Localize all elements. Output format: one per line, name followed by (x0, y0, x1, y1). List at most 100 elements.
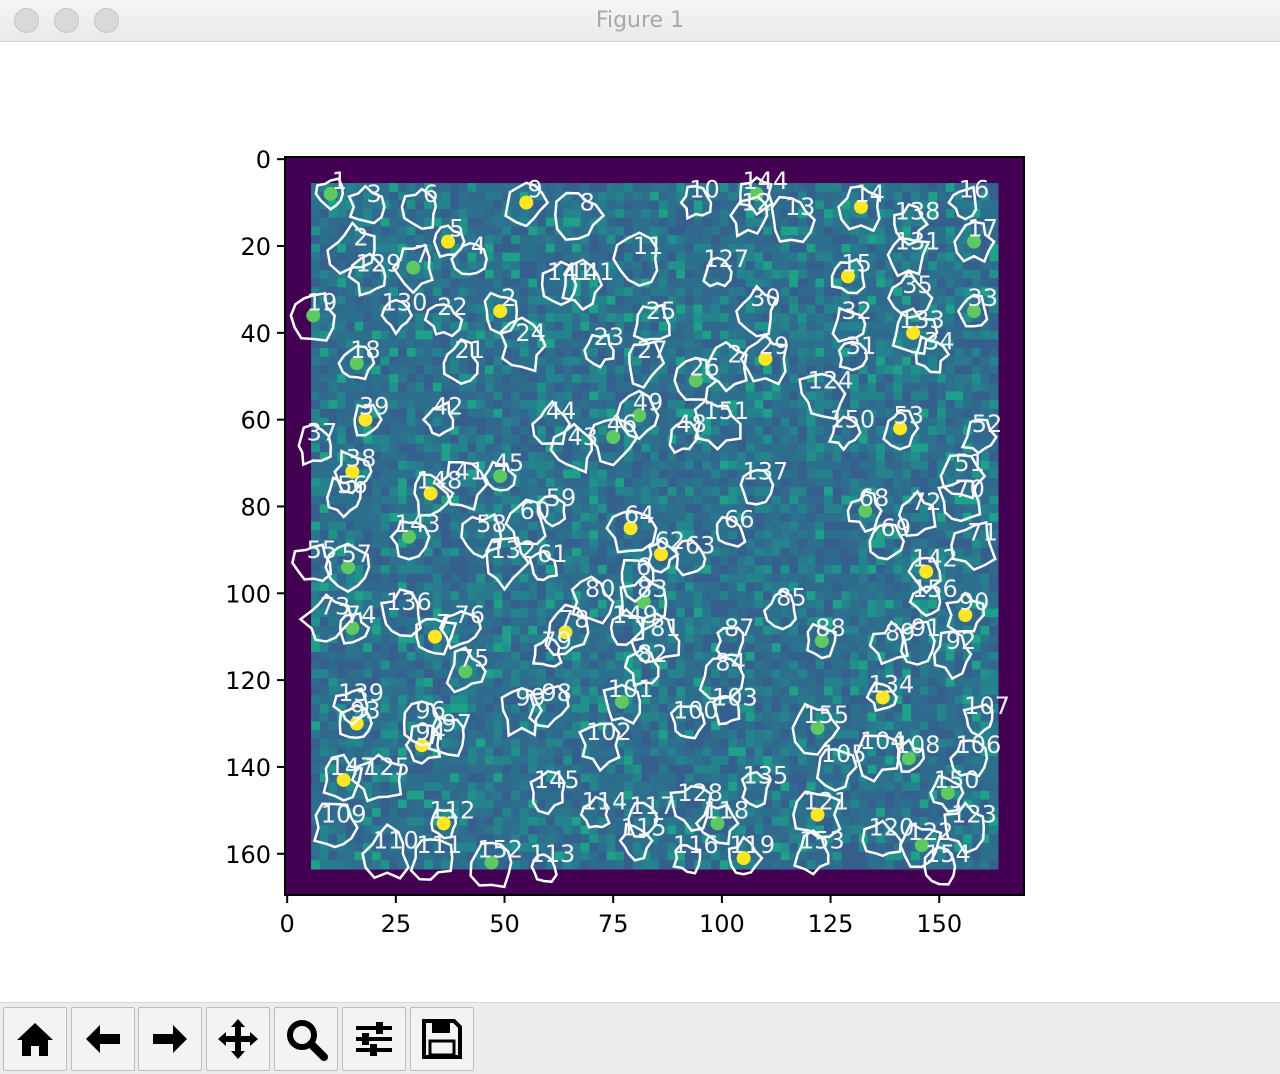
zoom-window-button[interactable] (94, 8, 119, 33)
figure-canvas[interactable]: 1 3 6 9 8 10 144 12 13 14 16 138 17 131 2 5 4 129 7 11 127 15… (0, 43, 1280, 1002)
heatmap-cell (980, 521, 990, 531)
minimize-window-button[interactable] (54, 8, 79, 33)
heatmap-cell (719, 434, 729, 445)
heatmap-cell (597, 269, 608, 280)
heatmap-cell (702, 634, 712, 644)
heatmap-cell (763, 313, 773, 323)
heatmap-cell (632, 417, 643, 427)
heatmap-cell (963, 183, 973, 193)
heatmap-cell (963, 495, 973, 505)
heatmap-cell (858, 391, 869, 401)
heatmap-cell (824, 669, 834, 679)
heatmap-cell (511, 382, 521, 393)
heatmap-cell (650, 235, 660, 245)
heatmap-cell (832, 400, 843, 410)
heatmap-cell (519, 434, 530, 445)
heatmap-cell (363, 495, 373, 505)
heatmap-cell (806, 400, 816, 410)
heatmap-cell (867, 209, 877, 219)
heatmap-cell (398, 313, 408, 323)
heatmap-cell (441, 200, 451, 210)
heatmap-cell (354, 330, 364, 340)
heatmap-cell (476, 721, 486, 731)
heatmap-cell (754, 460, 764, 471)
heatmap-cell (841, 608, 851, 618)
heatmap-cell (615, 278, 625, 288)
heatmap-cell (615, 443, 625, 453)
close-window-button[interactable] (14, 8, 39, 33)
heatmap-cell (797, 339, 808, 349)
heatmap-cell (971, 556, 982, 566)
heatmap-cell (789, 660, 799, 670)
heatmap-cell (406, 634, 417, 644)
heatmap-cell (371, 530, 382, 540)
heatmap-cell (711, 478, 721, 488)
heatmap-cell (519, 521, 530, 531)
heatmap-cell (754, 617, 764, 627)
heatmap-cell (815, 321, 825, 332)
heatmap-cell (684, 669, 695, 679)
heatmap-cell (806, 530, 816, 540)
heatmap-cell (328, 721, 338, 731)
heatmap-cell (311, 348, 321, 358)
heatmap-cell (910, 591, 921, 601)
heatmap-cell (989, 408, 999, 419)
heatmap-cell (989, 530, 999, 540)
heatmap-cell (502, 625, 512, 636)
heatmap-cell (719, 443, 729, 453)
heatmap-cell (493, 495, 503, 505)
heatmap-cell (937, 703, 947, 714)
heatmap-cell (676, 235, 686, 245)
heatmap-cell (884, 400, 895, 410)
heatmap-cell (589, 321, 599, 332)
heatmap-cell (841, 304, 851, 314)
heatmap-cell (858, 712, 869, 722)
heatmap-cell (424, 356, 434, 366)
heatmap-cell (484, 565, 495, 575)
heatmap-cell (441, 530, 451, 540)
heatmap-cell (615, 573, 625, 584)
heatmap-cell (745, 443, 756, 453)
heatmap-cell (824, 269, 834, 280)
heatmap-cell (850, 625, 860, 636)
heatmap-cell (398, 469, 408, 479)
heatmap-cell (328, 443, 338, 453)
heatmap-cell (937, 382, 947, 393)
heatmap-cell (624, 504, 634, 514)
heatmap-cell (841, 330, 851, 340)
heatmap-cell (876, 209, 886, 219)
heatmap-cell (919, 512, 929, 523)
heatmap-cell (537, 313, 547, 323)
heatmap-cell (989, 486, 999, 497)
heatmap-cell (850, 530, 860, 540)
heatmap-cell (841, 643, 851, 653)
heatmap-cell (624, 669, 634, 679)
heatmap-cell (624, 539, 634, 549)
heatmap-cell (737, 287, 747, 297)
heatmap-cell (493, 478, 503, 488)
heatmap-cell (832, 374, 843, 384)
heatmap-cell (771, 686, 782, 696)
heatmap-cell (919, 547, 929, 557)
heatmap-cell (441, 512, 451, 523)
heatmap-cell (780, 191, 790, 202)
heatmap-cell (719, 235, 729, 245)
heatmap-cell (502, 269, 512, 280)
heatmap-cell (441, 660, 451, 670)
heatmap-cell (797, 608, 808, 618)
heatmap-cell (554, 374, 564, 384)
heatmap-cell (563, 686, 573, 696)
heatmap-cell (850, 191, 860, 202)
heatmap-cell (963, 269, 973, 280)
heatmap-cell (328, 617, 338, 627)
heatmap-cell (884, 599, 895, 610)
heatmap-cell (728, 634, 738, 644)
heatmap-cell (589, 512, 599, 523)
heatmap-cell (493, 573, 503, 584)
heatmap-cell (398, 443, 408, 453)
heatmap-cell (328, 669, 338, 679)
heatmap-cell (519, 356, 530, 366)
heatmap-cell (928, 339, 938, 349)
heatmap-cell (780, 634, 790, 644)
